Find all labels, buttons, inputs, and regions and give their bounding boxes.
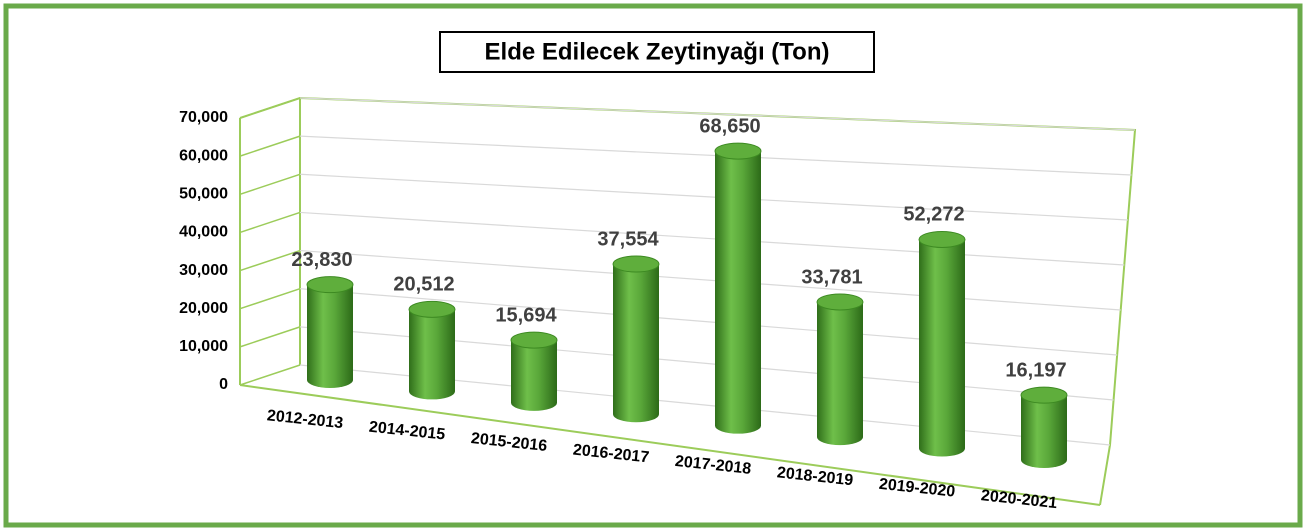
bar bbox=[714, 142, 762, 434]
bar-body bbox=[1021, 395, 1067, 468]
bar-body bbox=[409, 309, 456, 400]
bar-top bbox=[1020, 386, 1068, 404]
bar bbox=[408, 300, 456, 400]
y-tick-label: 0 bbox=[219, 376, 228, 393]
chart-title: Elde Edilecek Zeytinyağı (Ton) bbox=[485, 38, 830, 65]
value-label: 52,272 bbox=[903, 204, 964, 226]
bar bbox=[510, 331, 558, 411]
bar-body bbox=[511, 340, 557, 411]
bar bbox=[1020, 386, 1068, 468]
grid-line bbox=[239, 97, 301, 119]
grid-line bbox=[239, 211, 301, 234]
value-label: 68,650 bbox=[699, 115, 760, 137]
value-label: 33,781 bbox=[801, 266, 862, 288]
value-label: 16,197 bbox=[1005, 359, 1066, 381]
grid-line bbox=[299, 97, 1136, 131]
grid-line bbox=[239, 249, 301, 272]
grid-line bbox=[239, 288, 301, 310]
bar bbox=[918, 230, 966, 457]
grid-line bbox=[299, 288, 1118, 356]
y-tick-label: 50,000 bbox=[179, 186, 228, 203]
y-tick-label: 30,000 bbox=[179, 262, 228, 279]
bar bbox=[612, 255, 660, 423]
bar-body bbox=[613, 264, 659, 423]
grid-line bbox=[239, 135, 301, 157]
bar-top bbox=[612, 255, 660, 273]
value-label: 15,694 bbox=[495, 304, 557, 326]
bar bbox=[306, 276, 354, 388]
bar-top bbox=[306, 276, 354, 294]
y-tick-label: 20,000 bbox=[179, 300, 228, 317]
title-box bbox=[439, 31, 875, 73]
bar-body bbox=[307, 284, 353, 388]
y-tick-label: 70,000 bbox=[179, 109, 228, 126]
grid-line bbox=[299, 211, 1125, 266]
bar-top bbox=[408, 300, 456, 318]
bar-top bbox=[816, 293, 864, 311]
value-label: 23,830 bbox=[291, 249, 352, 271]
grid-line bbox=[239, 364, 301, 386]
bar-top bbox=[918, 230, 966, 248]
grid-line bbox=[239, 326, 301, 348]
grid-line bbox=[299, 249, 1121, 311]
bar-body bbox=[817, 301, 863, 446]
y-tick-label: 40,000 bbox=[179, 224, 228, 241]
floor-edge bbox=[239, 384, 1101, 506]
bar-body bbox=[715, 151, 761, 434]
y-tick-label: 10,000 bbox=[179, 338, 228, 355]
bar-top bbox=[714, 142, 762, 160]
bar-top bbox=[510, 331, 558, 349]
value-label: 37,554 bbox=[597, 228, 659, 250]
value-label: 20,512 bbox=[393, 274, 454, 296]
bar bbox=[816, 293, 864, 446]
y-tick-label: 60,000 bbox=[179, 147, 228, 164]
grid-line bbox=[239, 173, 301, 195]
grid-line bbox=[299, 173, 1128, 221]
bar-body bbox=[919, 239, 965, 457]
